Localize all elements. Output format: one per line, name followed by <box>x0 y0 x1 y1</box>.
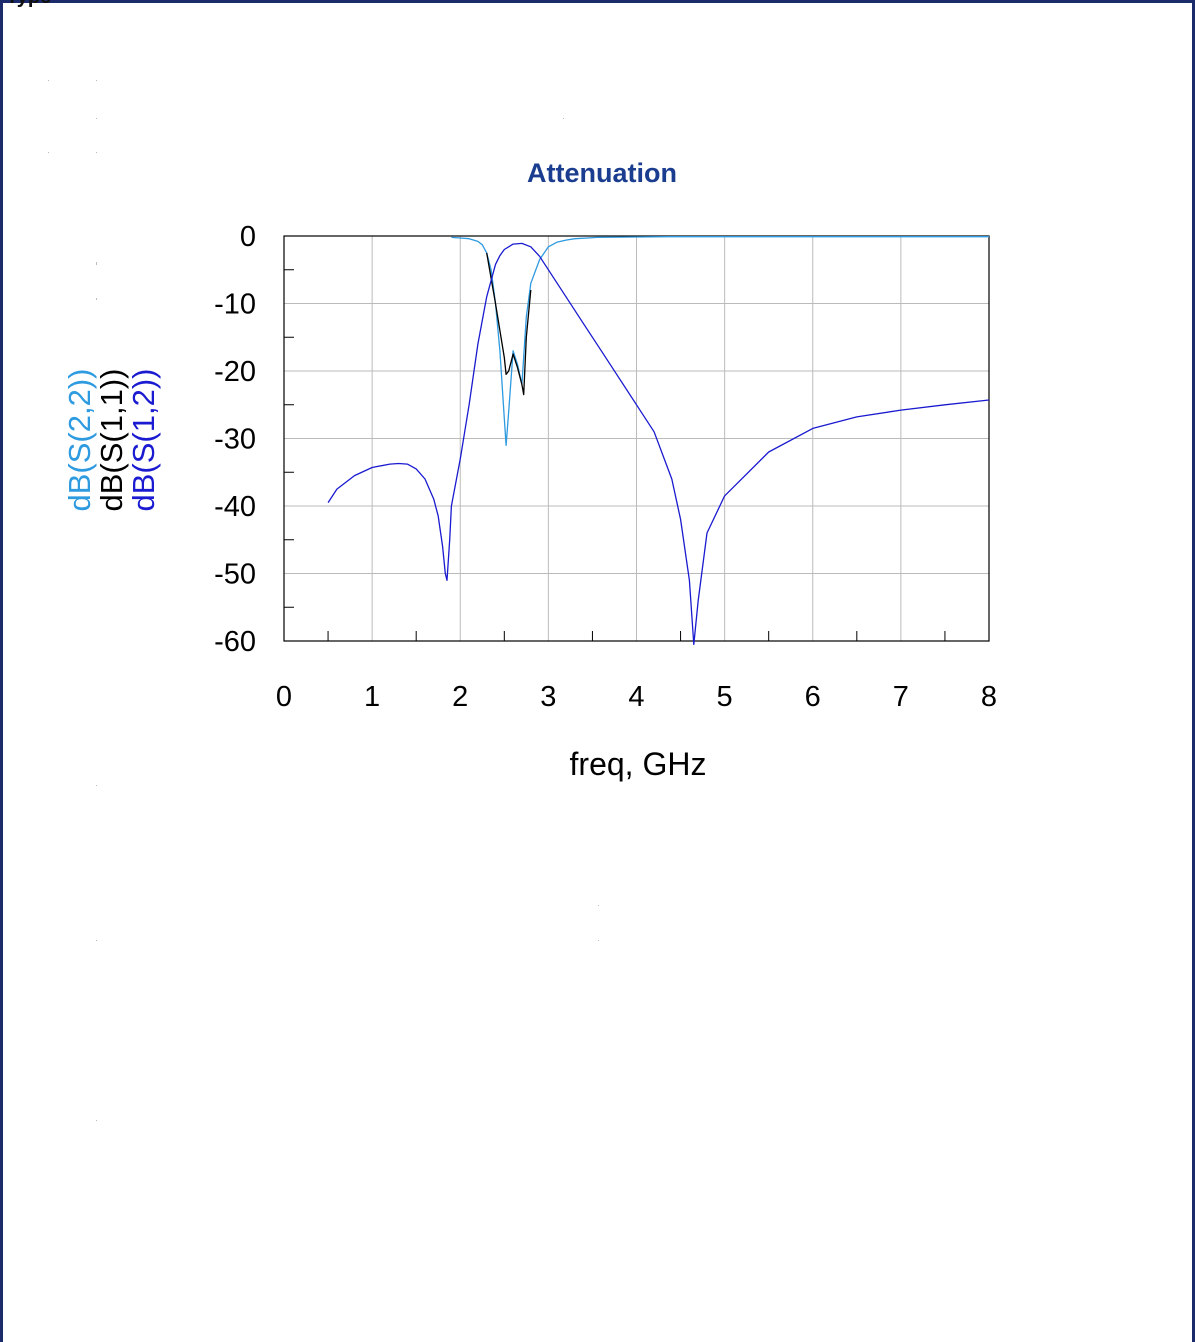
x-tick-label: 0 <box>276 681 292 713</box>
x-tick-labels: 0 1 2 3 4 5 6 7 8 <box>276 681 997 713</box>
x-tick-label: 5 <box>717 681 733 713</box>
y-tick-label: -10 <box>214 289 256 321</box>
minor-ticks <box>284 269 946 641</box>
y-tick-label: -60 <box>214 626 256 658</box>
y-axis-label-2: dB(S(1,1)) <box>94 369 129 512</box>
x-tick-label: 4 <box>628 681 644 713</box>
y-axis-label-3: dB(S(1,2)) <box>126 369 161 512</box>
series-line-2 <box>486 252 532 396</box>
clipped-header-text: Type <box>6 0 51 9</box>
x-tick-label: 7 <box>893 681 909 713</box>
y-tick-label: 0 <box>240 221 256 253</box>
y-tick-label: -50 <box>214 559 256 591</box>
x-tick-label: 2 <box>452 681 468 713</box>
chart-title: Attenuation <box>527 158 677 188</box>
grid-lines <box>284 236 989 641</box>
y-tick-label: -30 <box>214 424 256 456</box>
y-axis-labels: dB(S(2,2))dB(S(1,1))dB(S(1,2)) <box>62 369 161 512</box>
background-specks <box>48 80 599 1121</box>
x-tick-label: 3 <box>540 681 556 713</box>
y-tick-label: -40 <box>214 491 256 523</box>
series-line-3 <box>327 242 990 646</box>
y-axis-label-1: dB(S(2,2)) <box>62 369 97 512</box>
x-axis-label: freq, GHz <box>570 746 707 782</box>
x-tick-label: 6 <box>805 681 821 713</box>
series-lines <box>327 236 990 646</box>
y-tick-labels: 0 -10 -20 -30 -40 -50 -60 <box>214 221 256 658</box>
plot-border <box>283 235 990 642</box>
series-line-1 <box>451 236 989 446</box>
y-tick-label: -20 <box>214 356 256 388</box>
x-tick-label: 1 <box>364 681 380 713</box>
x-tick-label: 8 <box>981 681 997 713</box>
